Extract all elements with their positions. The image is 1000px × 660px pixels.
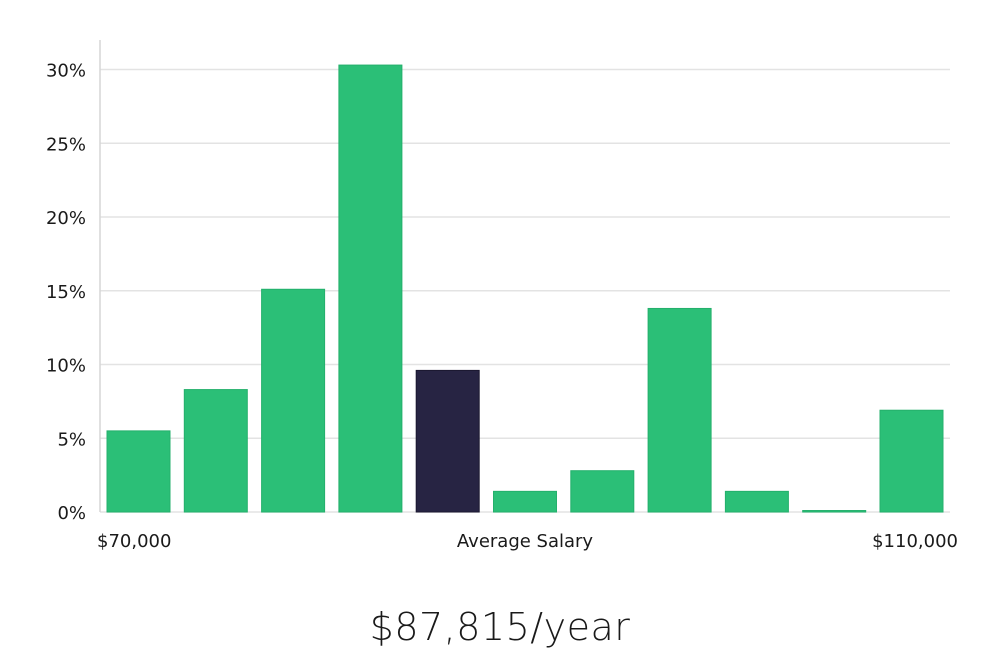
x-start-label: $70,000: [97, 531, 171, 552]
bars: [106, 64, 944, 513]
y-tick-labels: 0% 5% 10% 15% 20% 25% 30%: [46, 61, 86, 525]
y-tick-label: 10%: [46, 356, 86, 377]
bar: [338, 64, 403, 513]
x-axis-label: Average Salary: [457, 531, 594, 552]
average-salary-value: $87,815/year: [369, 605, 631, 649]
y-tick-label: 25%: [46, 134, 86, 155]
bar: [570, 470, 635, 513]
bar: [493, 490, 557, 513]
bar: [183, 389, 248, 513]
bar: [724, 490, 789, 513]
y-tick-label: 0%: [57, 503, 86, 524]
y-tick-label: 20%: [46, 208, 86, 229]
y-tick-label: 30%: [46, 61, 86, 82]
bar: [879, 409, 944, 513]
bar: [647, 307, 712, 513]
salary-histogram: 0% 5% 10% 15% 20% 25% 30% $70,000 Average Sala…: [46, 40, 958, 552]
y-tick-label: 5%: [57, 429, 86, 450]
y-tick-label: 15%: [46, 282, 86, 303]
x-end-label: $110,000: [872, 531, 958, 552]
bar-average-salary: [415, 369, 480, 513]
bar: [261, 288, 326, 513]
bar: [106, 430, 171, 513]
bar: [802, 510, 867, 513]
